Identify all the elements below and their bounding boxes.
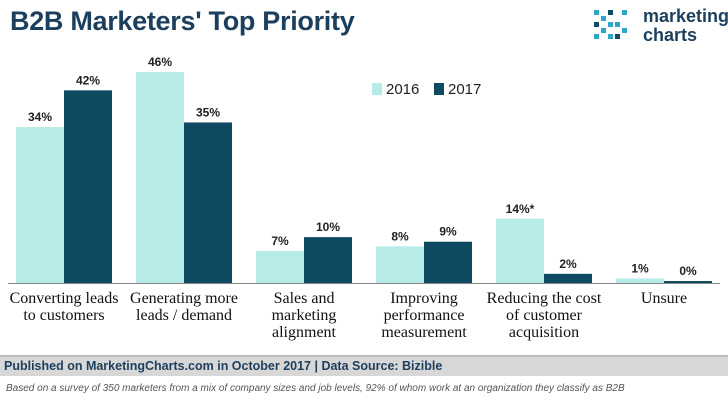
bar-2017-3: [424, 241, 472, 283]
marketingcharts-logo: [594, 10, 627, 39]
bar-label-2016-5: 1%: [631, 261, 649, 275]
bar-label-2016-2: 7%: [271, 234, 289, 248]
bar-2017-5: [664, 281, 712, 283]
bar-2016-1: [136, 72, 184, 283]
bar-2016-0: [16, 127, 64, 283]
legend-swatch-2016: [372, 83, 382, 95]
bar-label-2016-3: 8%: [391, 229, 409, 243]
legend-swatch-2017: [434, 83, 444, 95]
bar-2016-2: [256, 250, 304, 283]
footer-source-text: Published on MarketingCharts.com in Octo…: [4, 359, 443, 373]
bar-2017-1: [184, 122, 232, 284]
bar-chart: 34% 46% 7% 8% 14%* 1% 42% 35% 10% 9% 2% 0% Convertin…: [8, 55, 720, 341]
bar-2016-4: [496, 218, 544, 283]
legend-label-2017: 2017: [448, 81, 481, 98]
brand-line-2: charts: [643, 25, 698, 45]
bar-label-2017-4: 2%: [559, 257, 577, 271]
bar-label-2017-3: 9%: [439, 225, 457, 239]
bar-label-2016-1: 46%: [148, 55, 172, 69]
brand-line-1: marketing: [643, 6, 728, 26]
category-label-0: Converting leads to customers: [10, 290, 119, 324]
bar-label-2016-4: 14%*: [506, 202, 535, 216]
bar-label-2017-0: 42%: [76, 73, 100, 87]
bar-2016-5: [616, 278, 664, 283]
category-label-3: Improving performance measurement: [381, 290, 467, 341]
category-label-1: Generating more leads / demand: [130, 290, 238, 324]
footer-bar: Published on MarketingCharts.com in Octo…: [0, 355, 728, 376]
category-label-2: Sales and marketing alignment: [272, 290, 337, 341]
bar-label-2016-0: 34%: [28, 110, 52, 124]
category-label-5: Unsure: [641, 290, 687, 307]
legend-label-2016: 2016: [386, 81, 419, 98]
bar-2017-0: [64, 90, 112, 283]
category-label-4: Reducing the cost of customer acquisition: [487, 290, 602, 341]
bar-label-2017-5: 0%: [679, 264, 697, 278]
bar-2017-2: [304, 237, 352, 283]
logo-dots-icon: [594, 10, 627, 39]
bar-label-2017-2: 10%: [316, 220, 340, 234]
bar-2017-4: [544, 273, 592, 283]
survey-note: Based on a survey of 350 marketers from …: [6, 383, 625, 394]
bar-2016-3: [376, 246, 424, 283]
brand-wordmark: marketing charts: [643, 7, 728, 45]
chart-title: B2B Marketers' Top Priority: [10, 6, 355, 36]
bar-label-2017-1: 35%: [196, 105, 220, 119]
